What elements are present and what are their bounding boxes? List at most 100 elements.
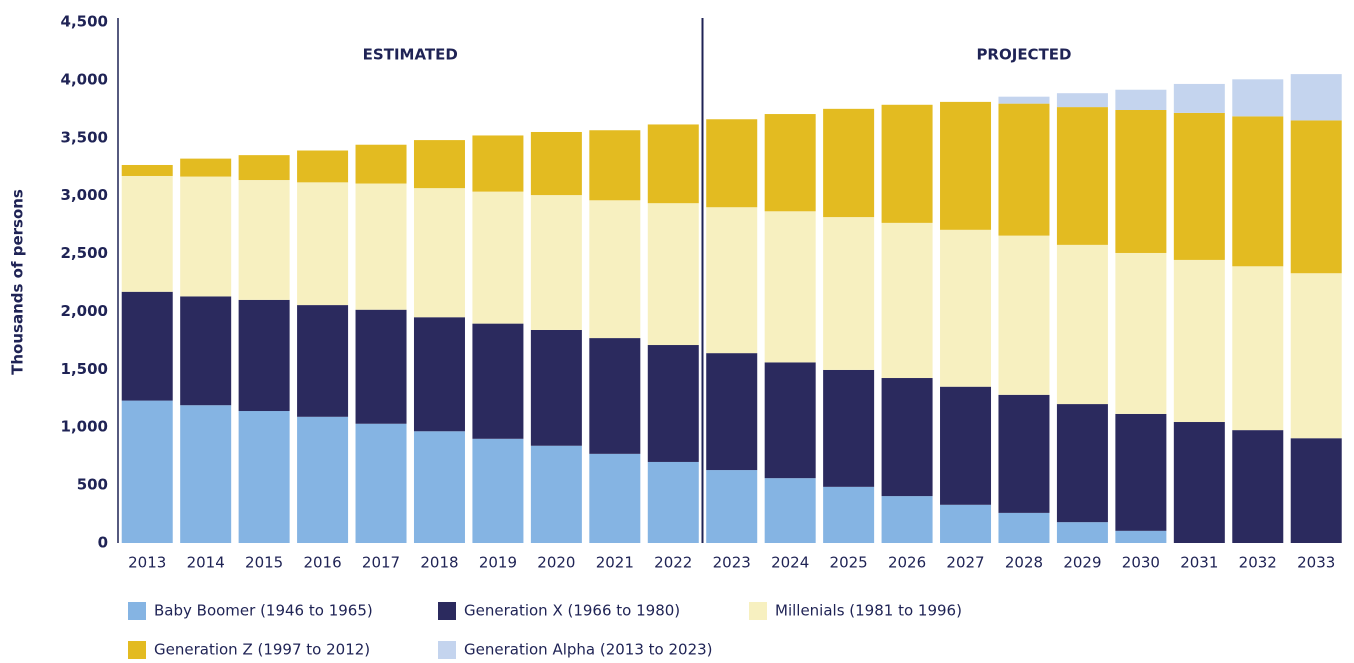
- bar-segment: [1232, 266, 1284, 431]
- bar-segment: [1290, 74, 1342, 121]
- bar-segment: [998, 512, 1050, 543]
- bar-segment: [647, 461, 699, 543]
- y-tick-label: 500: [77, 476, 108, 494]
- bar-segment: [530, 195, 582, 330]
- bar-segment: [1232, 430, 1284, 543]
- y-tick-label: 3,500: [61, 128, 108, 146]
- x-tick-label: 2013: [128, 554, 166, 572]
- legend-label: Generation Z (1997 to 2012): [154, 641, 370, 659]
- bar-segment: [1290, 120, 1342, 274]
- bar-segment: [589, 338, 641, 454]
- y-tick-label: 0: [98, 534, 108, 552]
- bar-segment: [472, 191, 524, 324]
- bar-segment: [1173, 422, 1225, 543]
- bar-segment: [1115, 252, 1167, 414]
- x-tick-label: 2030: [1122, 554, 1160, 572]
- bar-segment: [355, 423, 407, 543]
- bar-segment: [472, 438, 524, 543]
- bar-segment: [121, 175, 173, 292]
- bar-segment: [706, 470, 758, 543]
- bar-segment: [823, 486, 875, 543]
- legend-label: Baby Boomer (1946 to 1965): [154, 602, 373, 620]
- x-tick-label: 2019: [479, 554, 517, 572]
- annotation: ESTIMATED: [363, 46, 458, 64]
- x-tick-label: 2033: [1297, 554, 1335, 572]
- bar-segment: [998, 235, 1050, 395]
- bar-segment: [180, 176, 232, 297]
- bar-segment: [121, 164, 173, 176]
- bar-segment: [998, 394, 1050, 513]
- legend-swatch: [128, 641, 146, 659]
- bar-segment: [297, 416, 349, 543]
- bar-segment: [238, 299, 290, 412]
- bar-segment: [589, 130, 641, 201]
- bar-segment: [297, 150, 349, 183]
- bar-segment: [1115, 413, 1167, 531]
- bar-segment: [1290, 438, 1342, 543]
- bar-segment: [764, 211, 816, 363]
- bar-segment: [180, 405, 232, 543]
- legend-label: Generation Alpha (2013 to 2023): [464, 641, 713, 659]
- bar-segment: [530, 329, 582, 446]
- bar-segment: [881, 378, 933, 497]
- y-axis-title: Thousands of persons: [9, 189, 27, 375]
- bar-segment: [238, 411, 290, 543]
- x-tick-label: 2018: [420, 554, 458, 572]
- bar-segment: [1056, 404, 1108, 523]
- x-tick-label: 2022: [654, 554, 692, 572]
- x-tick-label: 2028: [1005, 554, 1043, 572]
- x-tick-label: 2031: [1180, 554, 1218, 572]
- x-tick-label: 2020: [537, 554, 575, 572]
- y-tick-label: 2,500: [61, 244, 108, 262]
- bar-segment: [647, 124, 699, 204]
- bar-segment: [589, 453, 641, 543]
- bar-segment: [881, 104, 933, 223]
- bar-segment: [1056, 522, 1108, 543]
- bar-segment: [940, 229, 992, 387]
- bar-segment: [823, 108, 875, 218]
- legend-swatch: [128, 602, 146, 620]
- bar-segment: [998, 103, 1050, 236]
- legend-label: Generation X (1966 to 1980): [464, 602, 680, 620]
- bar-segment: [1290, 273, 1342, 439]
- bar-segment: [940, 101, 992, 230]
- bar-segment: [940, 504, 992, 543]
- bar-segment: [530, 445, 582, 543]
- x-tick-label: 2015: [245, 554, 283, 572]
- legend-swatch: [438, 602, 456, 620]
- bar-segment: [1232, 79, 1284, 117]
- y-tick-label: 3,000: [61, 186, 108, 204]
- bar-segment: [1173, 83, 1225, 113]
- bar-segment: [881, 496, 933, 543]
- x-tick-label: 2016: [303, 554, 341, 572]
- bar-segment: [1173, 112, 1225, 260]
- bar-segment: [297, 305, 349, 417]
- legend-label: Millenials (1981 to 1996): [775, 602, 962, 620]
- bar-segment: [823, 369, 875, 487]
- bar-segment: [764, 114, 816, 212]
- bar-segment: [1115, 109, 1167, 253]
- bar-segment: [940, 386, 992, 505]
- bar-segment: [121, 400, 173, 543]
- bar-segment: [238, 180, 290, 300]
- y-tick-label: 1,000: [61, 418, 108, 436]
- bar-segment: [647, 345, 699, 462]
- x-tick-label: 2025: [830, 554, 868, 572]
- bar-segment: [823, 217, 875, 370]
- bar-segment: [1056, 93, 1108, 108]
- x-tick-label: 2021: [596, 554, 634, 572]
- bar-segment: [706, 353, 758, 471]
- x-tick-label: 2029: [1063, 554, 1101, 572]
- legend-swatch: [749, 602, 767, 620]
- bar-segment: [413, 431, 465, 543]
- bar-segment: [530, 131, 582, 196]
- x-tick-label: 2027: [946, 554, 984, 572]
- x-tick-label: 2017: [362, 554, 400, 572]
- annotation: PROJECTED: [976, 46, 1071, 64]
- bar-segment: [1232, 116, 1284, 267]
- bar-segment: [180, 296, 232, 406]
- bar-segment: [998, 96, 1050, 104]
- bar-segment: [1173, 259, 1225, 423]
- bar-segment: [706, 119, 758, 208]
